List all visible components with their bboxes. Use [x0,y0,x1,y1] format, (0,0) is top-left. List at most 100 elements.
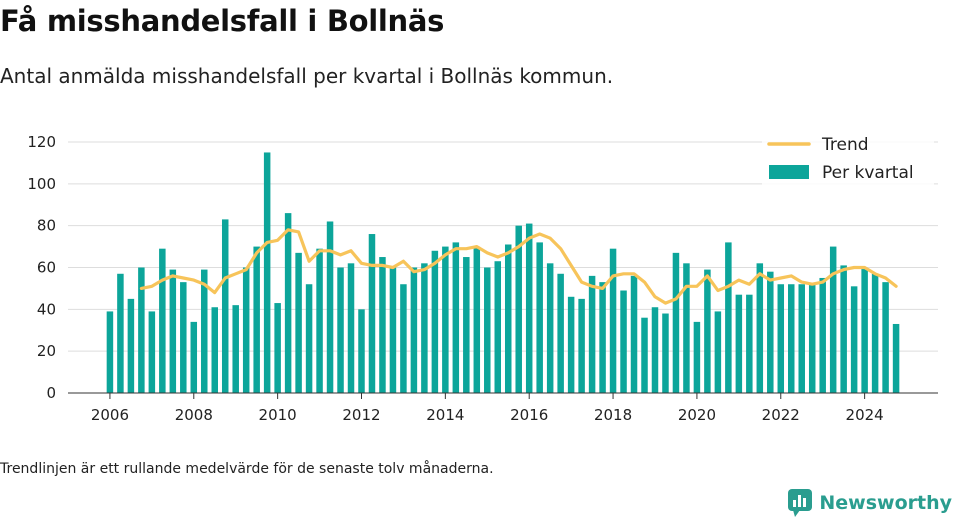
bar [211,307,218,393]
bar [714,311,722,393]
bar [850,286,858,393]
bar [127,298,135,393]
trend-line [139,228,898,305]
bar [410,267,418,393]
bar [630,275,638,393]
bar [651,307,659,393]
bar [892,323,900,393]
bar [284,213,292,393]
bar [159,248,166,393]
bar [295,252,302,393]
bar [609,248,617,393]
bar [180,282,187,393]
bar [274,303,281,393]
bar [442,246,449,393]
bar [746,294,753,393]
legend: Trend Per kvartal [762,128,934,186]
bar [389,267,397,393]
bar [368,234,376,393]
bar [546,263,554,393]
bar [473,246,481,393]
bar [138,267,145,393]
x-tick-label: 2022 [762,406,800,424]
bar [263,152,271,393]
bar [819,277,826,393]
x-tick-label: 2010 [259,406,297,424]
bar [242,267,250,393]
bar [777,284,785,393]
bar [148,311,156,393]
y-axis: 0 20 40 60 80 100 120 [27,133,56,402]
bar [504,244,512,393]
y-tick-label: 60 [37,259,56,277]
bar [190,321,198,393]
x-tick-label: 2024 [846,406,884,424]
bar [117,273,124,393]
bar [379,257,386,393]
y-tick-label: 100 [27,175,56,193]
bar [840,265,847,393]
bar [221,219,229,393]
bar [788,284,795,393]
y-tick-label: 80 [37,217,56,235]
bar [662,313,669,393]
bar-series [106,152,900,393]
bar [515,225,522,393]
bar [882,282,889,393]
bar [599,282,606,393]
bar [557,273,564,393]
bar [484,267,491,393]
bar [494,261,502,393]
bar [871,273,879,393]
chart: 0 20 40 60 80 100 120 2006 2008 2010 2012 2014 2016… [27,128,938,424]
bar [525,223,533,393]
x-tick-label: 2008 [175,406,213,424]
legend-bar-swatch [769,165,809,179]
y-tick-label: 0 [46,384,56,402]
bar [421,263,428,393]
bar [672,252,680,393]
bar [452,242,460,393]
bar [861,267,868,393]
bar [253,246,260,393]
bar [683,263,690,393]
brand-name: Newsworthy [819,492,952,514]
bar [588,275,596,393]
legend-bar-label: Per kvartal [822,163,914,183]
bar [347,263,355,393]
y-tick-label: 20 [37,342,56,360]
x-tick-label: 2006 [91,406,129,424]
x-tick-label: 2020 [678,406,716,424]
bar [829,246,837,393]
bar [578,298,585,393]
bar [337,267,344,393]
chart-subtitle: Antal anmälda misshandelsfall per kvarta… [0,64,614,88]
bar [201,269,208,393]
bar [463,257,470,393]
bar [358,309,365,393]
x-tick-label: 2012 [342,406,380,424]
bar [536,242,543,393]
brand[interactable]: Newsworthy [787,488,952,518]
x-tick-label: 2016 [510,406,548,424]
bar [326,221,334,393]
bar [305,284,313,393]
bar [704,269,711,393]
x-tick-label: 2014 [426,406,464,424]
chart-title: Få misshandelsfall i Bollnäs [0,4,445,38]
bar [620,290,627,393]
x-tick-label: 2018 [594,406,632,424]
bar [400,284,407,393]
bar [798,284,805,393]
bar [431,250,439,393]
bar [735,294,743,393]
y-tick-label: 120 [27,133,56,151]
bar [767,271,774,393]
bar [725,242,732,393]
bar [641,317,648,393]
bar-chart-speech-bubble-icon [788,489,813,517]
footnote: Trendlinjen är ett rullande medelvärde f… [0,461,494,477]
bar [169,269,177,393]
legend-trend-label: Trend [821,135,869,155]
bar [808,284,816,393]
